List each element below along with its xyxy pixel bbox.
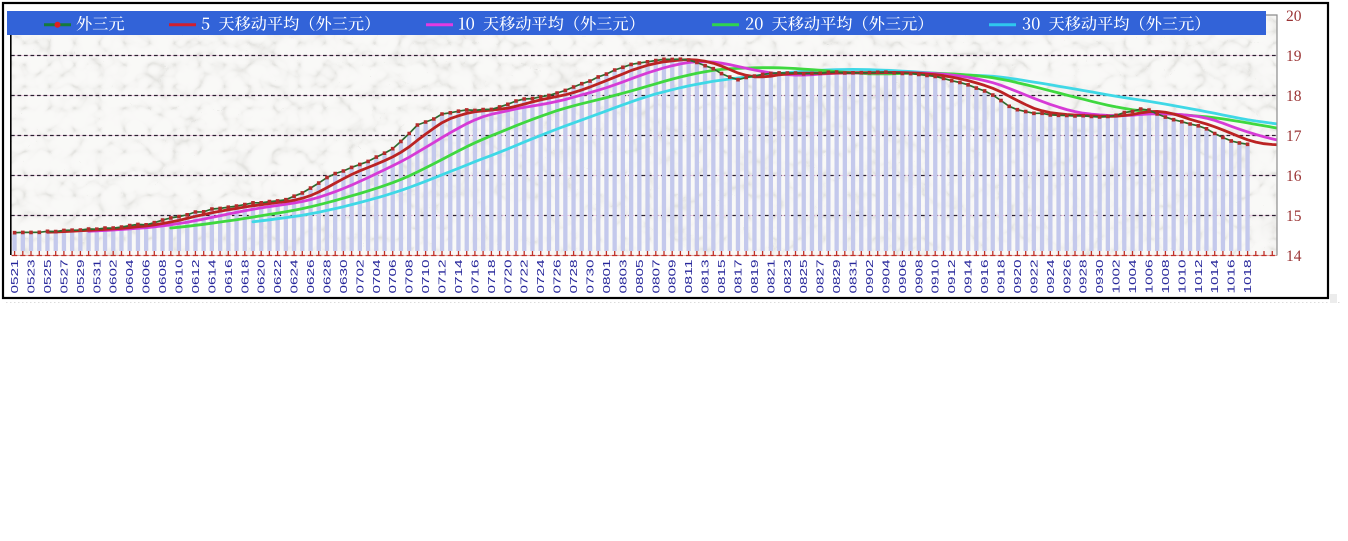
svg-text:0521: 0521 xyxy=(10,259,21,293)
svg-text:1004: 1004 xyxy=(1128,259,1139,293)
svg-text:17: 17 xyxy=(1286,128,1302,145)
svg-text:0708: 0708 xyxy=(405,259,416,293)
svg-text:0624: 0624 xyxy=(290,259,301,293)
svg-text:0916: 0916 xyxy=(980,259,991,293)
svg-text:0912: 0912 xyxy=(947,259,958,293)
svg-text:0902: 0902 xyxy=(865,259,876,293)
svg-text:0728: 0728 xyxy=(569,259,580,293)
svg-text:0616: 0616 xyxy=(224,259,235,293)
svg-text:14: 14 xyxy=(1286,248,1302,265)
svg-text:0525: 0525 xyxy=(43,259,54,293)
svg-text:0724: 0724 xyxy=(536,259,547,293)
svg-text:18: 18 xyxy=(1286,88,1302,105)
svg-text:0928: 0928 xyxy=(1079,259,1090,293)
svg-text:0630: 0630 xyxy=(339,259,350,293)
svg-text:0811: 0811 xyxy=(684,259,695,294)
svg-text:1012: 1012 xyxy=(1194,259,1205,293)
svg-text:0817: 0817 xyxy=(734,259,745,293)
svg-text:1016: 1016 xyxy=(1227,259,1238,293)
svg-text:16: 16 xyxy=(1286,168,1302,185)
svg-text:0622: 0622 xyxy=(273,259,284,293)
svg-text:0823: 0823 xyxy=(783,259,794,293)
svg-text:0809: 0809 xyxy=(668,259,679,293)
svg-text:1010: 1010 xyxy=(1177,259,1188,293)
svg-text:0920: 0920 xyxy=(1013,259,1024,293)
svg-text:20: 20 xyxy=(1286,8,1302,25)
svg-text:0722: 0722 xyxy=(520,259,531,293)
svg-text:0829: 0829 xyxy=(832,259,843,293)
svg-text:0606: 0606 xyxy=(142,259,153,293)
svg-text:0612: 0612 xyxy=(191,259,202,293)
svg-text:0704: 0704 xyxy=(372,259,383,293)
svg-text:0706: 0706 xyxy=(388,259,399,293)
svg-text:0720: 0720 xyxy=(503,259,514,293)
svg-text:0924: 0924 xyxy=(1046,259,1057,293)
svg-text:0702: 0702 xyxy=(355,259,366,293)
svg-text:0906: 0906 xyxy=(898,259,909,293)
svg-text:0926: 0926 xyxy=(1062,259,1073,293)
svg-text:0608: 0608 xyxy=(158,259,169,293)
svg-text:0618: 0618 xyxy=(240,259,251,293)
svg-text:0527: 0527 xyxy=(59,259,70,293)
svg-text:0628: 0628 xyxy=(323,259,334,293)
svg-text:0604: 0604 xyxy=(125,259,136,293)
svg-text:1014: 1014 xyxy=(1210,259,1221,293)
svg-text:1008: 1008 xyxy=(1161,259,1172,293)
svg-text:1002: 1002 xyxy=(1112,259,1123,293)
svg-text:0910: 0910 xyxy=(931,259,942,293)
svg-text:0602: 0602 xyxy=(109,259,120,293)
svg-text:0815: 0815 xyxy=(717,259,728,293)
svg-text:0922: 0922 xyxy=(1029,259,1040,293)
svg-text:0813: 0813 xyxy=(701,259,712,293)
svg-text:0620: 0620 xyxy=(257,259,268,293)
svg-text:0904: 0904 xyxy=(881,259,892,293)
svg-text:0918: 0918 xyxy=(997,259,1008,293)
svg-text:1006: 1006 xyxy=(1145,259,1156,293)
svg-text:0529: 0529 xyxy=(76,259,87,293)
svg-text:0827: 0827 xyxy=(816,259,827,293)
svg-text:0716: 0716 xyxy=(470,259,481,293)
svg-text:0730: 0730 xyxy=(586,259,597,293)
svg-text:0726: 0726 xyxy=(553,259,564,293)
svg-text:0718: 0718 xyxy=(487,259,498,293)
svg-text:0908: 0908 xyxy=(914,259,925,293)
svg-text:0805: 0805 xyxy=(635,259,646,293)
svg-text:0831: 0831 xyxy=(849,259,860,293)
svg-text:0807: 0807 xyxy=(651,259,662,293)
svg-text:0610: 0610 xyxy=(175,259,186,293)
svg-text:0801: 0801 xyxy=(602,259,613,293)
svg-text:0914: 0914 xyxy=(964,259,975,293)
svg-text:0821: 0821 xyxy=(766,259,777,293)
svg-text:0531: 0531 xyxy=(92,259,103,293)
svg-text:1018: 1018 xyxy=(1243,259,1254,293)
svg-text:0803: 0803 xyxy=(618,259,629,293)
svg-text:0714: 0714 xyxy=(454,259,465,293)
svg-text:0712: 0712 xyxy=(438,259,449,293)
svg-text:0626: 0626 xyxy=(306,259,317,293)
svg-text:0930: 0930 xyxy=(1095,259,1106,293)
svg-text:0825: 0825 xyxy=(799,259,810,293)
svg-text:19: 19 xyxy=(1286,48,1302,65)
svg-text:0614: 0614 xyxy=(207,259,218,293)
svg-text:0710: 0710 xyxy=(421,259,432,293)
svg-text:0523: 0523 xyxy=(27,259,38,293)
svg-text:0819: 0819 xyxy=(750,259,761,293)
svg-text:15: 15 xyxy=(1286,208,1302,225)
